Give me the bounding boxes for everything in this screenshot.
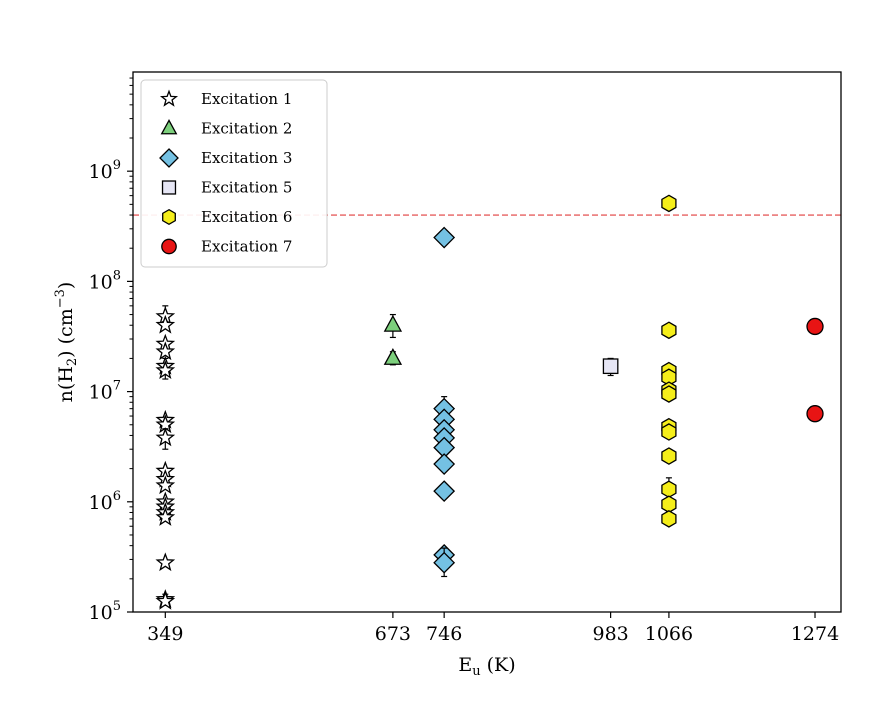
x-axis-label-main: E — [458, 654, 472, 676]
x-axis-label-unit: (K) — [481, 654, 516, 676]
legend-marker — [161, 238, 177, 255]
legend-label: Excitation 1 — [201, 90, 292, 108]
series-2 — [383, 313, 403, 366]
data-point — [602, 358, 619, 375]
data-point — [661, 194, 677, 213]
data-point — [433, 453, 456, 475]
data-point — [433, 480, 456, 503]
legend-marker — [160, 119, 178, 135]
series-6 — [806, 317, 824, 423]
data-point — [806, 405, 824, 423]
x-axis-label: Eu (K) — [458, 654, 515, 679]
x-tick-label: 1274 — [791, 623, 839, 645]
series-3 — [433, 226, 456, 578]
legend-marker — [159, 89, 179, 107]
data-point — [383, 314, 403, 332]
y-axis: 105 106 107 108 109 — [89, 77, 133, 624]
legend-marker — [161, 180, 177, 195]
x-tick-label: 746 — [426, 623, 462, 645]
y-tick-label: 105 — [89, 599, 121, 624]
x-axis-label-sub: u — [472, 664, 480, 679]
series-5 — [661, 194, 677, 528]
data-point — [661, 385, 677, 403]
data-point — [661, 447, 677, 465]
y-axis-label-c: ) — [55, 282, 77, 289]
legend-item: Excitation 6 — [162, 208, 292, 226]
data-point — [433, 551, 456, 574]
data-point — [661, 423, 677, 441]
data-point — [661, 321, 677, 340]
y-axis-label-sub: 2 — [65, 358, 80, 366]
data-point — [155, 360, 176, 379]
data-point — [155, 427, 176, 447]
legend-label: Excitation 6 — [201, 208, 292, 226]
data-point — [661, 480, 677, 499]
x-axis: 349 673 746 983 1066 1274 — [147, 612, 839, 645]
legend-item: Excitation 7 — [161, 238, 292, 256]
data-point — [155, 590, 176, 610]
y-tick-label: 106 — [89, 489, 121, 514]
data-point — [155, 314, 176, 334]
plot-frame — [132, 71, 842, 613]
data-point — [383, 348, 403, 365]
plot-content — [133, 194, 841, 610]
y-tick-label: 107 — [89, 379, 121, 404]
legend-label: Excitation 7 — [201, 238, 292, 256]
y-axis-label: n(H2) (cm−3) — [53, 282, 80, 403]
legend-item: Excitation 1 — [159, 89, 292, 108]
x-tick-label: 349 — [147, 623, 183, 645]
y-axis-label-a: n(H — [55, 366, 77, 402]
legend-box — [140, 79, 328, 268]
x-tick-label: 673 — [375, 623, 411, 645]
legend-label: Excitation 3 — [201, 149, 292, 167]
legend-label: Excitation 5 — [201, 179, 292, 197]
legend: Excitation 1 Excitation 2 Excitation 3 Exci… — [140, 79, 328, 268]
y-axis-label-sup: −3 — [53, 289, 68, 308]
data-point — [155, 341, 176, 361]
data-point — [155, 507, 176, 526]
data-point — [806, 317, 824, 336]
legend-marker — [162, 208, 176, 226]
data-point — [661, 510, 677, 528]
x-tick-label: 1066 — [645, 623, 693, 645]
y-axis-label-b: ) (cm — [55, 308, 77, 358]
y-tick-label: 108 — [89, 268, 121, 293]
series-1 — [155, 305, 176, 610]
legend-item: Excitation 3 — [159, 148, 292, 168]
legend-marker — [159, 148, 179, 168]
data-point — [155, 475, 176, 495]
data-point — [155, 552, 176, 572]
data-point — [433, 226, 456, 249]
legend-label: Excitation 2 — [201, 120, 292, 138]
data-point — [661, 495, 677, 514]
x-tick-label: 983 — [592, 623, 628, 645]
series-4 — [602, 357, 619, 377]
legend-item: Excitation 5 — [161, 179, 292, 197]
y-tick-label: 109 — [89, 158, 121, 183]
legend-item: Excitation 2 — [160, 119, 292, 138]
